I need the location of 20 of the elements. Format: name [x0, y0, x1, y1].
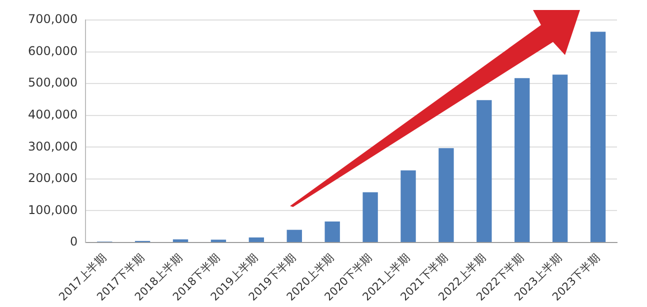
y-tick-label: 700,000 — [28, 12, 78, 26]
bar — [248, 237, 264, 242]
bar — [362, 192, 378, 242]
bar — [590, 32, 606, 242]
y-tick-label: 100,000 — [28, 202, 78, 217]
y-tick-label: 0 — [70, 234, 78, 249]
y-tick-label: 600,000 — [28, 44, 78, 58]
bar — [324, 222, 340, 242]
bar — [438, 148, 454, 242]
bar — [210, 240, 226, 242]
bar — [400, 170, 416, 242]
bar — [286, 230, 302, 242]
bar — [552, 74, 568, 242]
y-tick-label: 300,000 — [28, 139, 78, 154]
y-tick-label: 500,000 — [28, 76, 78, 90]
bar — [172, 239, 188, 242]
y-tick-label: 400,000 — [28, 108, 78, 122]
bar — [514, 78, 530, 242]
bar — [476, 100, 492, 242]
y-tick-label: 200,000 — [28, 171, 78, 186]
